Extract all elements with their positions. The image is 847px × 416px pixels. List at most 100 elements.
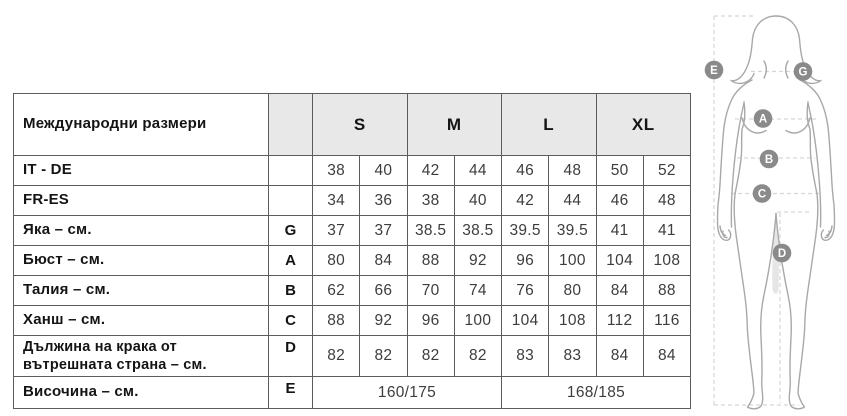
size-value-cell: 42 bbox=[500, 185, 550, 216]
hair-left-outline bbox=[730, 15, 777, 85]
row-letter bbox=[268, 185, 313, 216]
size-value-cell: 37 bbox=[311, 215, 361, 246]
table-row-inseam: Дължина на крака от вътрешната страна – … bbox=[13, 334, 692, 378]
size-value-cell: 39.5 bbox=[500, 215, 550, 246]
size-value-cell: 108 bbox=[548, 305, 597, 336]
size-value-cell: 88 bbox=[642, 275, 692, 306]
table-row-hips: Ханш – см. C 88 92 96 100 104 108 112 11… bbox=[13, 305, 692, 336]
size-value-cell: 62 bbox=[311, 275, 361, 306]
size-value-cell: 100 bbox=[548, 245, 597, 276]
size-value-cell: 82 bbox=[359, 334, 408, 378]
size-value-cell: 70 bbox=[406, 275, 455, 306]
size-value-cell: 104 bbox=[595, 245, 644, 276]
row-letter: C bbox=[268, 305, 313, 336]
marker-letter-b: B bbox=[765, 154, 773, 166]
marker-letter-e: E bbox=[710, 65, 718, 77]
size-value-cell: 50 bbox=[595, 155, 644, 186]
right-torso-leg-outline bbox=[775, 101, 819, 410]
marker-circle-a bbox=[753, 109, 773, 128]
size-value-cell: 83 bbox=[548, 334, 597, 378]
size-value-cell: 96 bbox=[406, 305, 455, 336]
size-value-cell: 38 bbox=[406, 185, 455, 216]
size-value-cell: 92 bbox=[453, 245, 503, 276]
international-sizes-table: Международни размери S M L XL IT - DE 38… bbox=[13, 93, 692, 410]
bust-curve-left bbox=[741, 117, 767, 134]
row-label: Бюст – см. bbox=[13, 245, 269, 276]
size-value-cell: 48 bbox=[642, 185, 692, 216]
table-row-waist: Талия – см. B 62 66 70 74 76 80 84 88 bbox=[13, 275, 692, 306]
size-value-cell: 46 bbox=[500, 155, 550, 186]
size-header-m: M bbox=[406, 93, 502, 156]
neck-line-left bbox=[763, 60, 767, 79]
size-value-cell: 92 bbox=[359, 305, 408, 336]
size-value-cell: 44 bbox=[453, 155, 503, 186]
right-arm-outline bbox=[799, 79, 836, 241]
marker-badge-e: E bbox=[704, 60, 724, 80]
size-value-cell: 76 bbox=[500, 275, 550, 306]
table-row-height: Височина – см. E 160/175 168/185 bbox=[13, 376, 691, 410]
marker-letter-g: G bbox=[799, 67, 808, 79]
left-arm-outline bbox=[716, 79, 753, 241]
size-value-cell: 82 bbox=[406, 334, 455, 378]
size-value-cell: 96 bbox=[500, 245, 550, 276]
left-inner-arm-line bbox=[730, 102, 745, 228]
marker-circle-g bbox=[793, 62, 813, 81]
row-label: Ханш – см. bbox=[13, 305, 269, 336]
marker-badge-a: A bbox=[753, 109, 773, 128]
neck-line-right bbox=[785, 60, 789, 79]
size-value-cell: 112 bbox=[595, 305, 644, 336]
marker-circle-c bbox=[752, 184, 772, 203]
marker-letter-c: C bbox=[758, 189, 766, 201]
size-value-cell: 108 bbox=[642, 245, 692, 276]
marker-circle-e bbox=[704, 60, 724, 80]
row-letter: D bbox=[268, 334, 313, 378]
size-value-cell: 84 bbox=[359, 245, 408, 276]
female-silhouette bbox=[716, 15, 836, 410]
left-torso-leg-outline bbox=[733, 101, 777, 410]
size-header-xl: XL bbox=[595, 93, 691, 156]
size-value-cell: 38.5 bbox=[406, 215, 455, 246]
size-value-cell: 104 bbox=[500, 305, 550, 336]
size-value-cell: 48 bbox=[548, 155, 597, 186]
row-label: Дължина на крака от вътрешната страна – … bbox=[13, 334, 269, 378]
body-measurement-figure: E G A B C D bbox=[704, 15, 836, 410]
size-value-cell: 88 bbox=[406, 245, 455, 276]
row-letter: E bbox=[268, 376, 313, 410]
table-row-it-de: IT - DE 38 40 42 44 46 48 50 52 bbox=[13, 155, 692, 186]
row-label: FR-ES bbox=[13, 185, 269, 216]
size-value-cell: 44 bbox=[548, 185, 597, 216]
measurement-markers: E G A B C D bbox=[704, 60, 813, 263]
marker-letter-a: A bbox=[759, 114, 767, 126]
size-value-cell: 40 bbox=[359, 155, 408, 186]
size-value-cell: 84 bbox=[642, 334, 692, 378]
size-value-cell: 41 bbox=[642, 215, 692, 246]
size-value-cell: 37 bbox=[359, 215, 408, 246]
table-row-bust: Бюст – см. A 80 84 88 92 96 100 104 108 bbox=[13, 245, 692, 276]
marker-letter-d: D bbox=[778, 248, 786, 260]
marker-badge-c: C bbox=[752, 184, 772, 203]
row-label: Яка – см. bbox=[13, 215, 269, 246]
size-value-cell: 100 bbox=[453, 305, 503, 336]
row-label: Височина – см. bbox=[13, 376, 269, 410]
size-value-cell: 116 bbox=[642, 305, 692, 336]
size-value-cell: 52 bbox=[642, 155, 692, 186]
size-value-cell: 38.5 bbox=[453, 215, 503, 246]
right-hand-finger-line bbox=[824, 230, 830, 239]
size-header-l: L bbox=[501, 93, 597, 156]
size-value-cell: 80 bbox=[311, 245, 361, 276]
marker-circle-b bbox=[759, 149, 779, 169]
marker-badge-d: D bbox=[772, 243, 792, 263]
marker-badge-b: B bbox=[759, 149, 779, 169]
size-value-cell: 88 bbox=[311, 305, 361, 336]
table-title-cell: Международни размери bbox=[13, 93, 269, 156]
row-letter: G bbox=[268, 215, 313, 246]
table-row-collar: Яка – см. G 37 37 38.5 38.5 39.5 39.5 41… bbox=[13, 215, 692, 246]
bust-curve-right bbox=[785, 117, 811, 134]
size-value-cell: 84 bbox=[595, 334, 644, 378]
size-value-cell: 80 bbox=[548, 275, 597, 306]
right-hand-finger-line-2 bbox=[825, 225, 833, 237]
row-letter bbox=[268, 155, 313, 186]
height-value-lxl: 168/185 bbox=[501, 376, 691, 410]
table-header-row: Международни размери S M L XL bbox=[13, 93, 691, 156]
